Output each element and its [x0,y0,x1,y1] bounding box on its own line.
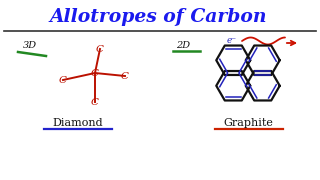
Text: C: C [59,75,67,84]
Text: 3D: 3D [23,40,37,50]
Text: 2D: 2D [176,40,190,50]
Text: C: C [96,44,104,53]
Text: C: C [91,98,99,107]
Text: Allotropes of Carbon: Allotropes of Carbon [49,8,267,26]
Text: C: C [121,71,129,80]
Text: Graphite: Graphite [223,118,273,128]
Text: e⁻: e⁻ [227,35,237,44]
Text: Diamond: Diamond [53,118,103,128]
Text: C: C [91,69,99,78]
